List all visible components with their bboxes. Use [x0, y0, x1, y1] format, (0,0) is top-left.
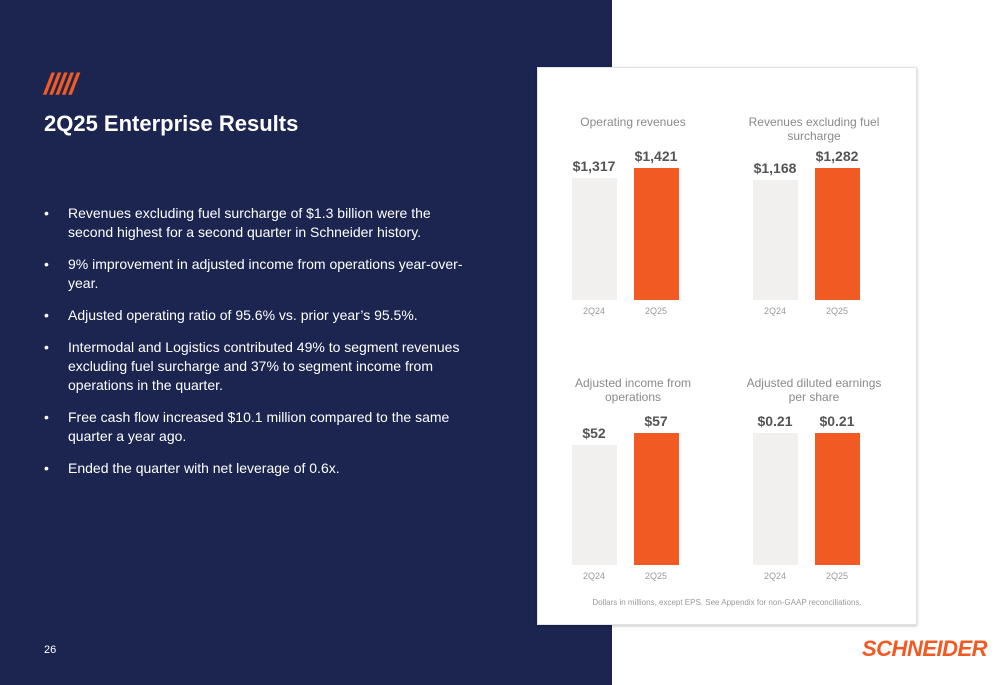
chart-title: Operating revenues	[580, 115, 686, 129]
bullet-list: Revenues excluding fuel surcharge of $1.…	[44, 204, 464, 491]
bullet-item: Free cash flow increased $10.1 million c…	[44, 408, 464, 446]
bar-value-label: $1,317	[572, 157, 616, 174]
bar-value-label: $1,168	[753, 159, 797, 176]
x-tick-label: 2Q25	[825, 306, 849, 316]
bullet-item: Intermodal and Logistics contributed 49%…	[44, 338, 464, 395]
bar-2q24	[571, 444, 617, 565]
bar-value-label: $0.21	[819, 413, 855, 429]
bar-value-label: $1,421	[634, 148, 678, 164]
slash-accent: /////	[44, 68, 78, 101]
bar-2q25	[814, 433, 860, 565]
chart-title: Adjusted income from operations	[574, 376, 692, 404]
chart-title: Adjusted diluted earnings per share	[746, 376, 882, 404]
bar-2q25	[633, 168, 679, 300]
x-tick-label: 2Q24	[582, 571, 606, 581]
bar-value-label: $52	[582, 424, 606, 441]
bar-value-label: $1,282	[815, 148, 859, 164]
bar-value-label: $0.21	[757, 413, 793, 429]
x-tick-label: 2Q24	[582, 306, 606, 316]
bar-2q24	[571, 177, 617, 300]
bullet-item: Adjusted operating ratio of 95.6% vs. pr…	[44, 306, 464, 325]
bar-2q25	[633, 433, 679, 565]
bar-2q24	[752, 433, 798, 565]
chart-title: Revenues excluding fuel surcharge	[748, 115, 880, 143]
chart-card: Dollars in millions, except EPS. See App…	[537, 67, 917, 625]
bar-2q24	[752, 179, 798, 300]
x-tick-label: 2Q24	[763, 306, 787, 316]
schneider-logo: SCHNEIDER	[862, 636, 988, 661]
bullet-item: Revenues excluding fuel surcharge of $1.…	[44, 204, 464, 242]
bullet-item: Ended the quarter with net leverage of 0…	[44, 459, 464, 478]
bullet-item: 9% improvement in adjusted income from o…	[44, 255, 464, 293]
x-tick-label: 2Q25	[644, 306, 668, 316]
bar-value-label: $57	[644, 413, 668, 429]
chart-footnote: Dollars in millions, except EPS. See App…	[592, 598, 862, 607]
x-tick-label: 2Q25	[825, 571, 849, 581]
x-tick-label: 2Q24	[763, 571, 787, 581]
page-number: 26	[44, 644, 57, 656]
x-tick-label: 2Q25	[644, 571, 668, 581]
left-panel: ///// 2Q25 Enterprise Results Revenues e…	[0, 0, 612, 685]
page-title: 2Q25 Enterprise Results	[44, 111, 299, 136]
bar-2q25	[814, 168, 860, 300]
